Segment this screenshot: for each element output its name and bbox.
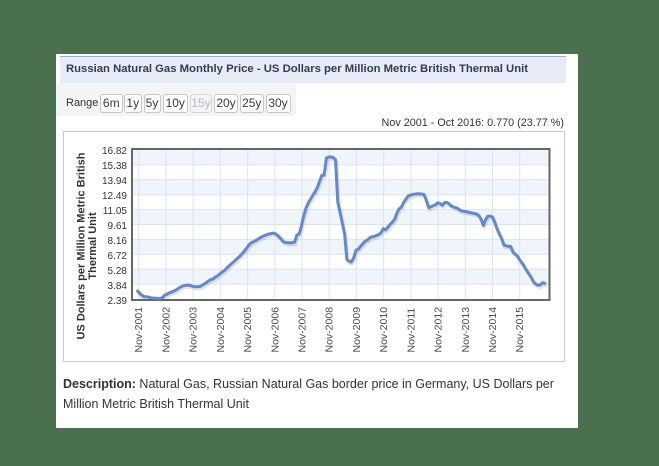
svg-text:5.28: 5.28	[108, 266, 128, 277]
svg-text:6.72: 6.72	[108, 251, 128, 262]
svg-text:US Dollars per Million Metric: US Dollars per Million Metric British	[76, 152, 88, 339]
svg-text:Thermal Unit: Thermal Unit	[87, 212, 99, 280]
svg-text:Nov-2010: Nov-2010	[378, 307, 390, 353]
svg-text:Nov-2002: Nov-2002	[160, 307, 172, 353]
svg-text:Nov-2007: Nov-2007	[297, 307, 309, 353]
svg-text:15.38: 15.38	[102, 161, 127, 172]
svg-text:Nov-2015: Nov-2015	[514, 307, 526, 353]
svg-text:Nov-2001: Nov-2001	[133, 307, 145, 353]
svg-text:Nov-2012: Nov-2012	[433, 307, 445, 353]
svg-text:Nov-2003: Nov-2003	[188, 307, 200, 353]
svg-text:13.94: 13.94	[102, 176, 127, 187]
svg-text:Nov-2013: Nov-2013	[460, 307, 472, 353]
svg-text:2.39: 2.39	[108, 296, 128, 307]
svg-text:12.49: 12.49	[102, 191, 127, 202]
svg-text:11.05: 11.05	[103, 206, 128, 217]
svg-text:Nov-2014: Nov-2014	[487, 307, 499, 353]
svg-text:8.16: 8.16	[108, 236, 128, 247]
svg-text:3.84: 3.84	[108, 281, 128, 292]
svg-text:9.61: 9.61	[108, 221, 128, 232]
svg-text:Nov-2011: Nov-2011	[405, 308, 417, 353]
svg-text:Nov-2005: Nov-2005	[242, 307, 254, 353]
svg-text:Nov-2006: Nov-2006	[269, 307, 281, 353]
svg-text:Nov-2008: Nov-2008	[324, 307, 336, 353]
svg-text:Nov-2004: Nov-2004	[215, 307, 227, 353]
svg-text:16.82: 16.82	[102, 146, 127, 157]
svg-text:Nov-2009: Nov-2009	[351, 307, 363, 353]
